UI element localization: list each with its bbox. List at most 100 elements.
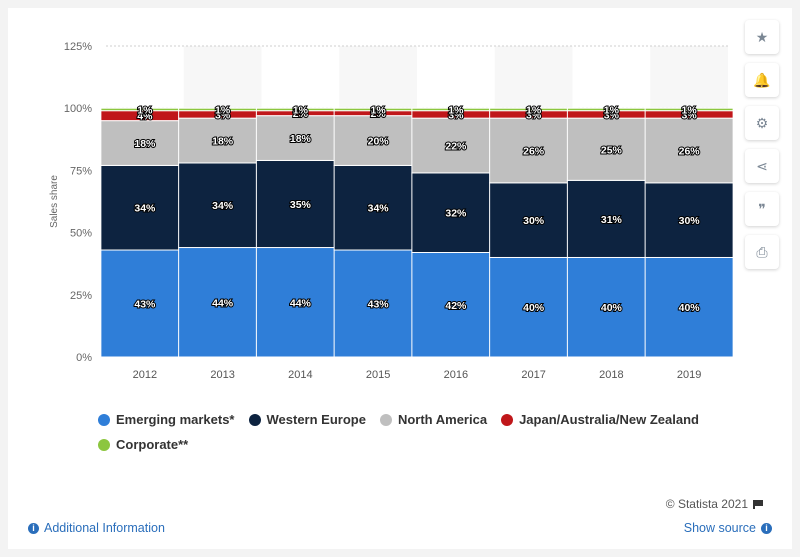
data-label: 30% xyxy=(523,215,545,227)
legend-label: Japan/Australia/New Zealand xyxy=(519,412,699,427)
y-axis-label: Sales share xyxy=(49,175,60,228)
x-tick-label: 2017 xyxy=(521,369,545,381)
data-label: 34% xyxy=(368,203,390,215)
statista-credit: © Statista 2021 xyxy=(666,497,764,511)
data-label: 1% xyxy=(293,104,309,116)
bar-segment xyxy=(333,164,423,251)
legend-label: Emerging markets* xyxy=(116,412,235,427)
info-icon: i xyxy=(761,522,772,534)
data-label: 25% xyxy=(601,144,623,156)
data-label: 40% xyxy=(523,302,545,314)
data-label: 3% xyxy=(682,109,698,121)
chart-legend: Emerging markets* Western Europe North Ame… xyxy=(98,412,718,462)
y-tick-label: 50% xyxy=(70,228,92,240)
quote-button[interactable]: ❞ xyxy=(745,192,779,226)
info-icon: i xyxy=(28,522,39,534)
legend-item[interactable]: North America xyxy=(379,412,488,427)
legend-marker xyxy=(98,413,110,426)
show-source-link[interactable]: Show source i xyxy=(684,521,772,535)
data-label: 2% xyxy=(371,108,387,120)
data-label: 1% xyxy=(448,104,464,116)
credit-text: © Statista 2021 xyxy=(665,497,748,511)
y-tick-label: 125% xyxy=(64,41,92,53)
x-tick-label: 2018 xyxy=(599,369,623,381)
data-label: 18% xyxy=(134,138,156,150)
x-tick-label: 2014 xyxy=(288,369,312,381)
data-label: 26% xyxy=(679,145,701,157)
data-label: 42% xyxy=(445,300,467,312)
data-label: 3% xyxy=(215,109,231,121)
y-tick-label: 25% xyxy=(70,290,92,302)
bar-segment xyxy=(644,107,734,112)
data-label: 1% xyxy=(137,104,153,116)
data-label: 32% xyxy=(445,208,467,220)
additional-information-label: Additional Information xyxy=(44,521,165,535)
share-icon: ⋖ xyxy=(756,157,768,174)
legend-label: North America xyxy=(397,412,488,427)
bar-segment xyxy=(178,247,268,358)
data-label: 35% xyxy=(290,199,312,211)
data-label: 43% xyxy=(134,299,156,311)
stacked-bar-chart: 0% 25% 50% 75% 100% 125% Sales share 43% 34% 18% 4… xyxy=(49,41,734,381)
x-tick-label: 2012 xyxy=(133,369,157,381)
bar-segment xyxy=(178,162,268,249)
data-label: 20% xyxy=(368,136,390,148)
data-label: 34% xyxy=(212,200,234,212)
data-label: 18% xyxy=(212,136,234,148)
data-label: 44% xyxy=(212,297,234,309)
bar-segment xyxy=(489,182,579,258)
share-button[interactable]: ⋖ xyxy=(745,149,779,183)
y-tick-label: 100% xyxy=(64,103,92,115)
bar-segment xyxy=(255,247,345,358)
legend-label: Western Europe xyxy=(266,412,366,427)
data-label: 31% xyxy=(601,214,623,226)
bell-button[interactable]: 🔔 xyxy=(745,63,779,97)
data-label: 2% xyxy=(293,108,309,120)
data-label: 44% xyxy=(290,297,312,309)
data-label: 3% xyxy=(448,109,464,121)
data-label: 43% xyxy=(368,299,390,311)
legend-marker xyxy=(98,438,110,451)
flag-icon[interactable] xyxy=(753,499,764,509)
data-label: 4% xyxy=(137,111,153,123)
legend-item[interactable]: Emerging markets* xyxy=(98,412,235,427)
print-icon: ⎙ xyxy=(756,243,768,260)
x-tick-label: 2015 xyxy=(366,369,390,381)
data-label: 30% xyxy=(679,215,701,227)
additional-information-link[interactable]: i Additional Information xyxy=(28,521,165,535)
legend-item[interactable]: Western Europe xyxy=(248,412,366,427)
bar-segment xyxy=(100,164,190,251)
bar-segment xyxy=(489,256,579,358)
gear-icon: ⚙ xyxy=(755,114,769,131)
data-label: 22% xyxy=(445,141,467,153)
data-label: 40% xyxy=(679,302,701,314)
bar-segment xyxy=(411,252,501,358)
data-label: 1% xyxy=(526,104,542,116)
data-label: 40% xyxy=(601,302,623,314)
bell-icon: 🔔 xyxy=(753,71,771,88)
chart-card: 0% 25% 50% 75% 100% 125% Sales share 43% 34% 18% 4… xyxy=(8,8,792,549)
data-label: 26% xyxy=(523,145,545,157)
data-label: 3% xyxy=(526,109,542,121)
data-label: 3% xyxy=(604,109,620,121)
star-button[interactable]: ★ xyxy=(745,20,779,54)
gear-button[interactable]: ⚙ xyxy=(745,106,779,140)
show-source-label: Show source xyxy=(683,521,756,535)
data-label: 1% xyxy=(215,104,231,116)
data-label: 1% xyxy=(371,104,387,116)
data-label: 1% xyxy=(604,104,620,116)
y-tick-label: 75% xyxy=(70,165,92,177)
legend-marker xyxy=(379,413,392,426)
legend-item[interactable]: Corporate** xyxy=(98,437,188,452)
bar-segment xyxy=(644,182,734,258)
legend-item[interactable]: Japan/Australia/New Zealand xyxy=(501,412,699,427)
bar-segment xyxy=(644,256,734,358)
bar-segment xyxy=(178,117,268,164)
legend-label: Corporate** xyxy=(116,437,189,452)
quote-icon: ❞ xyxy=(758,200,766,217)
legend-marker xyxy=(248,413,261,426)
data-label: 34% xyxy=(134,203,156,215)
data-label: 18% xyxy=(290,133,312,145)
x-tick-label: 2019 xyxy=(677,369,701,381)
print-button[interactable]: ⎙ xyxy=(745,235,779,269)
